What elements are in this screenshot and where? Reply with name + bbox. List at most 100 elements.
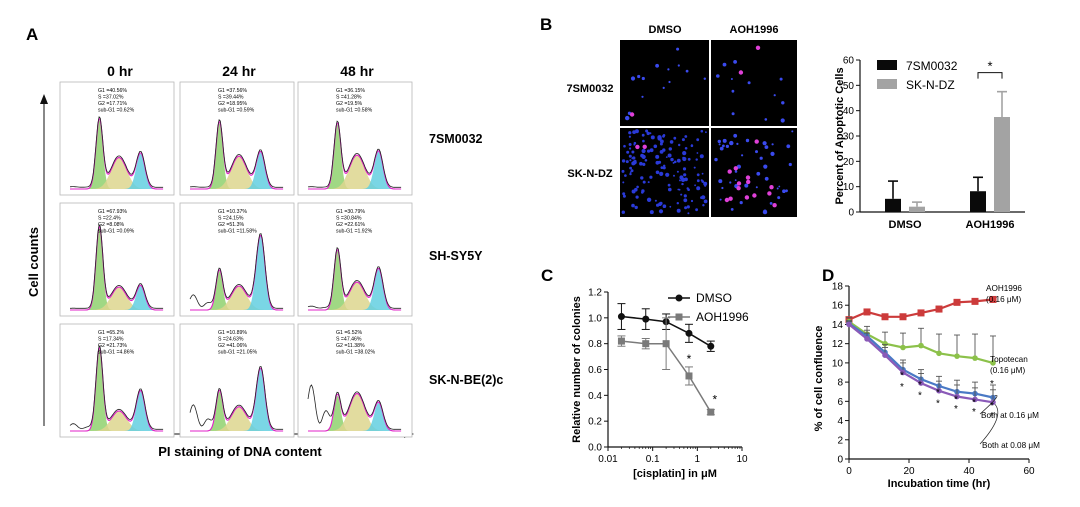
nucleus-dot: [722, 62, 727, 67]
nucleus-dot: [647, 181, 650, 184]
nucleus-dot: [690, 199, 694, 203]
image-row-7sm0032: 7SM0032: [566, 83, 613, 95]
sub-g1-stat: sub-G1 =0.59%: [218, 108, 255, 114]
g2-peak-area: [87, 285, 159, 310]
nucleus-dot: [764, 176, 769, 181]
s-phase-area: [207, 406, 279, 431]
image-column-aoh1996: AOH1996: [730, 24, 779, 36]
x-axis-label: Incubation time (hr): [888, 478, 991, 490]
nucleus-dot: [629, 172, 632, 176]
raw-histogram-trace: [189, 118, 284, 188]
nucleus-dot: [703, 199, 708, 204]
significance-star: *: [990, 411, 994, 422]
s-phase-area: [325, 393, 397, 431]
bar: [970, 191, 986, 212]
s-stat: S =37.02%: [98, 95, 124, 101]
nucleus-dot: [679, 179, 681, 182]
data-point: [989, 295, 997, 303]
nucleus-dot: [670, 157, 674, 162]
y-tick-label: 0.4: [588, 391, 602, 402]
g1-stat: G1 =6.52%: [336, 330, 362, 336]
y-tick-label: 14: [832, 320, 844, 331]
x-tick-label: 40: [963, 466, 975, 477]
panel-c: C 0.0 0.2 0.4 0.6 0.8 1.0 1.2 0.01 0.1 1 10 [cispla…: [541, 266, 749, 480]
y-tick-label: 0: [837, 455, 843, 466]
s-stat: S =47.46%: [336, 337, 362, 343]
nucleus-dot: [622, 192, 626, 196]
g1-peak-area: [87, 348, 159, 431]
bar: [909, 206, 925, 212]
nucleus-dot: [700, 129, 704, 133]
nucleus-dot: [626, 150, 630, 154]
nucleus-dot: [718, 143, 721, 146]
apoptotic-cell-dot: [727, 169, 732, 174]
nucleus-dot: [641, 148, 646, 154]
g1-peak-area: [325, 123, 397, 189]
data-point: [617, 313, 625, 321]
category-label: AOH1996: [966, 219, 1015, 231]
nucleus-dot: [628, 154, 632, 158]
micrograph-7sm0032-dmso: [620, 40, 709, 126]
nucleus-dot: [676, 158, 681, 163]
y-tick-label: 0.2: [588, 417, 602, 428]
nucleus-dot: [686, 187, 689, 190]
nucleus-dot: [645, 129, 649, 133]
g1-stat: G1 =65.2%: [98, 330, 124, 336]
panel-d: D 0 2 4 6 8 10 12 14 16 18 0 20 40 60 Incubation time …: [813, 266, 1040, 490]
g2-peak-area: [325, 402, 397, 431]
s-stat: S =24.63%: [218, 337, 244, 343]
nucleus-dot: [676, 170, 679, 173]
nucleus-dot: [659, 171, 664, 176]
nucleus-dot: [660, 139, 664, 144]
nucleus-dot: [628, 143, 632, 146]
nucleus-dot: [632, 156, 636, 160]
x-tick-label: 10: [736, 454, 748, 465]
histogram-cell: G1 =67.93%S =22.4%G2 =8.08%sub-G1 =0.09%: [59, 202, 175, 317]
nucleus-dot: [759, 156, 763, 160]
nucleus-dot: [632, 130, 636, 135]
s-phase-area: [325, 282, 397, 310]
nucleus-dot: [696, 152, 699, 154]
nucleus-dot: [788, 162, 792, 167]
data-point: [685, 372, 693, 380]
g2-peak-area: [325, 151, 397, 189]
x-tick-label: 60: [1023, 466, 1035, 477]
model-fit-curve: [70, 117, 164, 190]
series-label: Both at 0.16 μM: [981, 411, 1039, 420]
nucleus-dot: [665, 172, 670, 177]
panel-a-letter: A: [26, 25, 38, 44]
nucleus-dot: [622, 181, 625, 184]
nucleus-dot: [669, 205, 672, 208]
histogram-cell: G1 =10.89%S =24.63%G2 =41.06%sub-G1 =21.…: [179, 323, 295, 438]
panel-a: A 0 hr 24 hr 48 hr 7SM0032 SH-SY5Y SK-N-…: [26, 25, 503, 459]
apoptotic-cell-dot: [635, 144, 640, 150]
significance-star: *: [918, 391, 922, 402]
nucleus-dot: [654, 199, 657, 202]
significance-bracket: [977, 72, 1003, 79]
nucleus-dot: [640, 176, 644, 180]
nucleus-dot: [641, 133, 645, 137]
g1-stat: G1 =37.56%: [218, 88, 247, 94]
nucleus-dot: [660, 166, 664, 170]
nucleus-dot: [672, 161, 675, 164]
nucleus-dot: [678, 143, 681, 147]
s-phase-area: [325, 155, 397, 189]
x-tick-label: 0.01: [598, 454, 618, 465]
nucleus-dot: [714, 157, 718, 162]
data-point: [935, 305, 943, 313]
nucleus-dot: [778, 185, 781, 188]
nucleus-dot: [667, 183, 671, 187]
nucleus-dot: [702, 204, 705, 207]
x-tick-label: 0.1: [646, 454, 660, 465]
nucleus-dot: [703, 77, 706, 80]
nucleus-dot: [716, 74, 720, 78]
micrograph-cells: [621, 45, 794, 215]
apoptotic-cell-dot: [772, 203, 777, 208]
g2-stat: G2 =22.61%: [336, 222, 365, 228]
nucleus-dot: [681, 182, 684, 186]
y-tick-label: 10: [832, 358, 844, 369]
significance-star: *: [954, 404, 958, 415]
nucleus-dot: [646, 197, 652, 202]
data-point: [707, 408, 715, 416]
nucleus-dot: [693, 166, 696, 169]
